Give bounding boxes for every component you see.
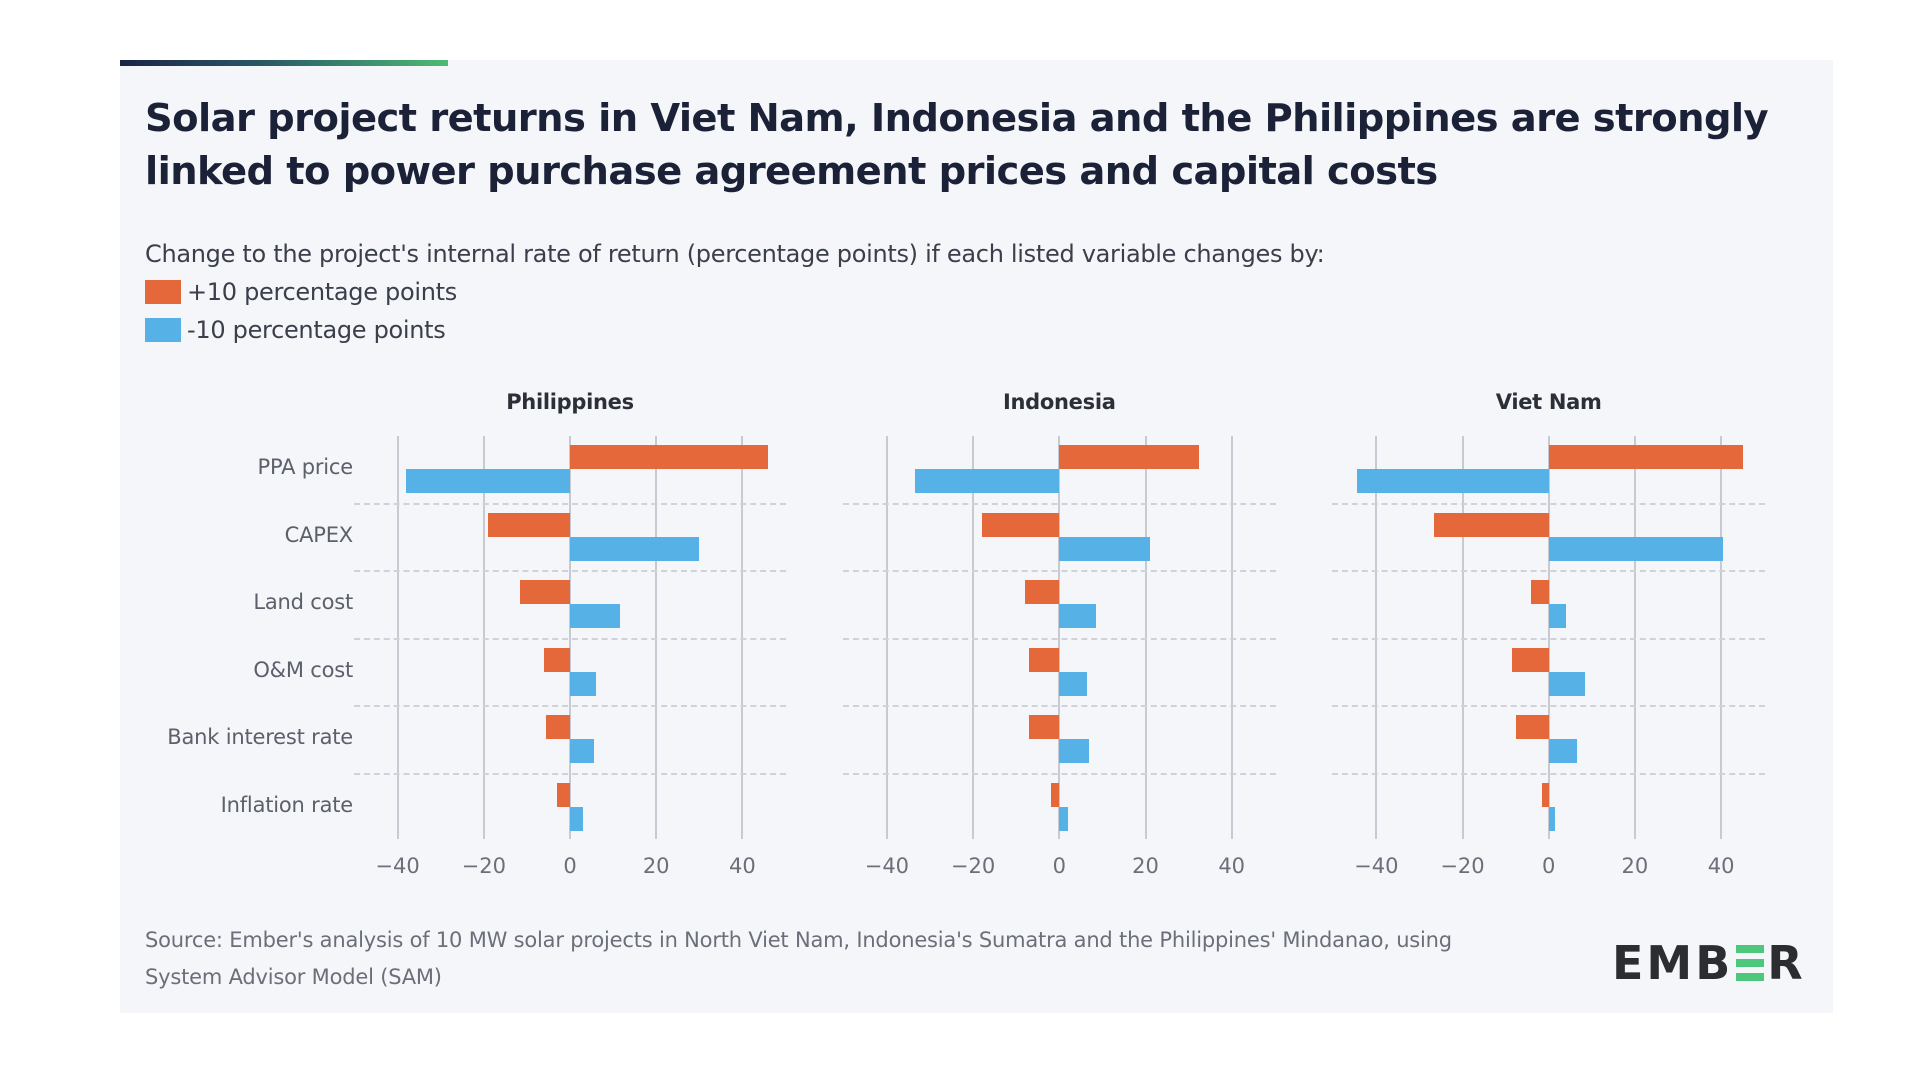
- bar-viet-nam-minus10: [1548, 604, 1566, 628]
- bar-indonesia-plus10: [1029, 715, 1060, 739]
- bar-philippines-minus10: [570, 739, 594, 763]
- bar-philippines-minus10: [570, 604, 620, 628]
- bar-viet-nam-plus10: [1542, 782, 1549, 807]
- row-separator: [353, 772, 787, 775]
- panel-title-philippines: Philippines: [506, 390, 634, 414]
- row-separator: [842, 502, 1276, 505]
- legend-item-positive: +10 percentage points: [145, 278, 457, 306]
- bar-viet-nam-plus10: [1434, 512, 1549, 537]
- legend-label-negative: -10 percentage points: [187, 316, 446, 344]
- chart-subtitle: Change to the project's internal rate of…: [145, 240, 1325, 268]
- x-tick-label: −20: [1440, 854, 1485, 878]
- category-label: Inflation rate: [220, 792, 354, 817]
- row-separator: [353, 637, 787, 640]
- x-tick-label: 20: [642, 854, 670, 878]
- bar-viet-nam-minus10: [1548, 806, 1556, 831]
- bar-philippines-plus10: [520, 580, 570, 604]
- bar-philippines-plus10: [488, 512, 570, 537]
- x-tick-label: 20: [1132, 854, 1159, 878]
- ember-logo: EMB R: [1612, 936, 1806, 990]
- bar-philippines-minus10: [570, 806, 583, 831]
- bar-viet-nam-plus10: [1548, 445, 1743, 469]
- bar-philippines-minus10: [570, 536, 700, 561]
- logo-e-icon: [1736, 945, 1765, 981]
- bar-philippines-plus10: [546, 715, 570, 739]
- bar-indonesia-minus10: [1059, 806, 1068, 831]
- bar-indonesia-minus10: [1059, 739, 1090, 763]
- row-separator: [1332, 637, 1766, 640]
- bar-indonesia-plus10: [1029, 647, 1060, 672]
- x-tick-label: −20: [461, 854, 506, 878]
- x-tick-label: 0: [1542, 854, 1556, 878]
- bar-viet-nam-plus10: [1512, 647, 1549, 672]
- bar-indonesia-minus10: [1059, 604, 1096, 628]
- bar-philippines-plus10: [557, 782, 570, 807]
- bar-indonesia-plus10: [981, 512, 1060, 537]
- accent-bar: [120, 60, 448, 66]
- logo-text-end: R: [1767, 936, 1806, 990]
- x-tick-label: −40: [864, 854, 910, 878]
- row-separator: [1332, 570, 1766, 572]
- x-tick-label: −20: [950, 854, 996, 878]
- bar-indonesia-minus10: [914, 469, 1060, 493]
- x-tick-label: 40: [1707, 854, 1735, 878]
- bar-viet-nam-minus10: [1548, 739, 1577, 763]
- bar-philippines-plus10: [570, 445, 769, 469]
- legend-swatch-positive: [145, 280, 181, 304]
- row-separator: [842, 772, 1276, 775]
- x-tick-label: 40: [729, 854, 756, 878]
- bar-philippines-minus10: [570, 671, 596, 696]
- x-tick-label: 20: [1621, 854, 1649, 878]
- bar-viet-nam-plus10: [1516, 715, 1549, 739]
- row-separator: [353, 570, 787, 572]
- bar-viet-nam-minus10: [1548, 671, 1586, 696]
- row-separator: [842, 637, 1276, 640]
- legend-swatch-negative: [145, 318, 181, 342]
- x-tick-label: −40: [375, 854, 420, 878]
- legend-item-negative: -10 percentage points: [145, 316, 446, 344]
- legend-label-positive: +10 percentage points: [187, 278, 457, 306]
- row-separator: [842, 570, 1276, 572]
- row-separator: [353, 502, 787, 505]
- bar-viet-nam-minus10: [1548, 536, 1724, 561]
- chart-title: Solar project returns in Viet Nam, Indon…: [145, 96, 1769, 194]
- row-separator: [353, 705, 787, 707]
- category-label: CAPEX: [284, 522, 354, 547]
- x-tick-label: 40: [1218, 854, 1246, 878]
- bar-philippines-plus10: [544, 647, 570, 672]
- bar-philippines-minus10: [406, 469, 570, 493]
- x-tick-label: −40: [1354, 854, 1399, 878]
- x-tick-label: 0: [1052, 854, 1066, 878]
- x-tick-label: 0: [563, 854, 577, 878]
- source-note: Source: Ember's analysis of 10 MW solar …: [145, 928, 1452, 989]
- row-separator: [842, 705, 1276, 707]
- category-label: Bank interest rate: [167, 725, 353, 749]
- panel-title-viet-nam: Viet Nam: [1495, 390, 1602, 414]
- row-separator: [1332, 502, 1766, 505]
- chart-card: [120, 60, 1833, 1013]
- row-separator: [1332, 772, 1766, 775]
- bar-viet-nam-plus10: [1531, 580, 1549, 604]
- logo-text-start: EMB: [1612, 936, 1734, 990]
- panel-title-indonesia: Indonesia: [1003, 390, 1116, 414]
- category-label: O&M cost: [253, 657, 353, 682]
- bar-indonesia-plus10: [1024, 580, 1060, 604]
- row-separator: [1332, 705, 1766, 707]
- bar-viet-nam-minus10: [1356, 469, 1549, 493]
- bar-indonesia-minus10: [1059, 671, 1088, 696]
- bar-indonesia-plus10: [1059, 445, 1200, 469]
- bar-indonesia-plus10: [1050, 782, 1060, 807]
- bar-indonesia-minus10: [1059, 536, 1150, 561]
- category-label: Land cost: [253, 590, 353, 614]
- category-label: PPA price: [257, 455, 354, 479]
